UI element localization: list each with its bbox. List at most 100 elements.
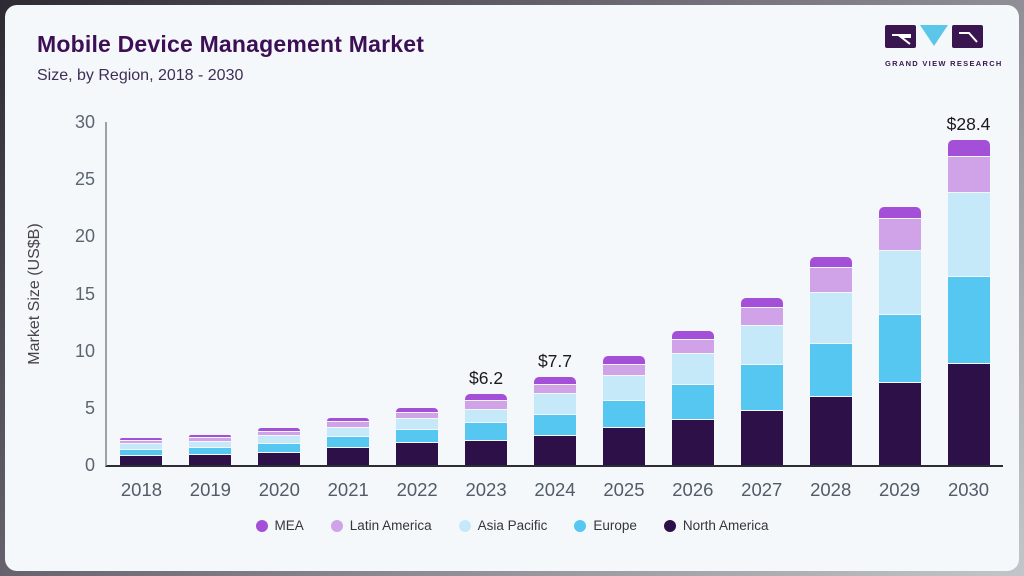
bar-segment-2023-north-america <box>465 439 508 465</box>
legend-dot-icon <box>458 519 471 532</box>
bar-segment-2028-europe <box>809 342 852 397</box>
bar-segment-2027-north-america <box>740 409 783 465</box>
legend-label: MEA <box>274 518 304 533</box>
legend-item-asia-pacific: Asia Pacific <box>458 518 548 533</box>
bar-2025 <box>602 356 645 465</box>
x-tick-2026: 2026 <box>672 479 714 500</box>
bar-series-container: 2018 2019 2020 2021 2022 $6.2 2023 $7.7 2024 2025… <box>107 114 1003 500</box>
chart-legend: MEA Latin America Asia Pacific Europe North … <box>5 518 1019 533</box>
bar-segment-2028-north-america <box>809 396 852 465</box>
bar-segment-2020-asia-pacific <box>258 435 301 444</box>
y-axis-label: Market Size (US$B) <box>26 222 43 365</box>
y-tick-20: 20 <box>74 226 95 247</box>
bar-2026 <box>671 331 714 465</box>
bar-segment-2026-latin-america <box>671 338 714 353</box>
bar-column-2028: 2028 <box>796 122 865 500</box>
bar-segment-2026-europe <box>671 384 714 420</box>
bar-column-2030: $28.4 2030 <box>934 114 1003 500</box>
bar-segment-2025-mea <box>602 356 645 364</box>
bar-segment-2030-asia-pacific <box>947 191 990 277</box>
bar-segment-2026-mea <box>671 331 714 339</box>
bar-column-2023: $6.2 2023 <box>452 122 521 500</box>
bar-segment-2020-europe <box>258 443 301 452</box>
bar-2027 <box>740 298 783 465</box>
bar-2030 <box>947 140 990 465</box>
bar-segment-2028-asia-pacific <box>809 292 852 343</box>
bar-segment-2022-europe <box>396 429 439 443</box>
bar-segment-2022-asia-pacific <box>396 418 439 429</box>
legend-label: Latin America <box>349 518 432 533</box>
bar-segment-2025-europe <box>602 400 645 428</box>
x-tick-2021: 2021 <box>327 479 369 500</box>
bar-segment-2025-asia-pacific <box>602 375 645 401</box>
bar-segment-2028-mea <box>809 256 852 268</box>
legend-label: Europe <box>593 518 637 533</box>
legend-dot-icon <box>255 519 268 532</box>
legend-item-mea: MEA <box>255 518 304 533</box>
y-tick-15: 15 <box>74 283 95 304</box>
chart-plot-area: Market Size (US$B) 0 5 10 15 20 25 30 2018 2019… <box>26 112 1003 500</box>
bar-segment-2029-north-america <box>878 381 921 465</box>
bar-segment-2020-mea <box>258 427 301 431</box>
x-tick-2028: 2028 <box>810 479 852 500</box>
bar-column-2024: $7.7 2024 <box>521 122 590 500</box>
gvr-logo-icon <box>885 25 983 48</box>
bar-value-label-2023: $6.2 <box>469 368 504 389</box>
bar-segment-2023-latin-america <box>465 399 508 409</box>
bar-2028 <box>809 256 852 465</box>
bar-segment-2022-mea <box>396 407 439 412</box>
bar-segment-2029-mea <box>878 206 921 218</box>
bar-column-2021: 2021 <box>314 122 383 500</box>
bar-2020 <box>258 427 301 465</box>
x-tick-2030: 2030 <box>947 479 990 500</box>
bar-segment-2027-mea <box>740 298 783 308</box>
legend-dot-icon <box>663 519 676 532</box>
legend-dot-icon <box>330 519 343 532</box>
bar-segment-2021-latin-america <box>327 421 370 427</box>
x-tick-2019: 2019 <box>189 479 231 500</box>
bar-segment-2020-north-america <box>258 451 301 465</box>
bar-segment-2029-latin-america <box>878 217 921 250</box>
bar-segment-2023-europe <box>465 422 508 440</box>
bar-2022 <box>396 407 439 465</box>
x-tick-2029: 2029 <box>879 479 921 500</box>
bar-segment-2024-north-america <box>533 434 576 465</box>
bar-segment-2029-europe <box>878 314 921 382</box>
bar-segment-2019-asia-pacific <box>189 441 232 448</box>
bar-segment-2018-mea <box>120 438 163 440</box>
bar-2023 <box>465 394 508 465</box>
bar-segment-2030-europe <box>947 276 990 363</box>
bar-segment-2021-north-america <box>327 447 370 465</box>
bar-value-label-2030: $28.4 <box>946 114 991 135</box>
bar-segment-2019-latin-america <box>189 437 232 441</box>
bar-column-2018: 2018 <box>107 122 176 500</box>
bar-segment-2027-latin-america <box>740 307 783 325</box>
legend-item-latin-america: Latin America <box>330 518 432 533</box>
bar-column-2020: 2020 <box>245 122 314 500</box>
x-tick-2027: 2027 <box>741 479 783 500</box>
bar-segment-2026-north-america <box>671 419 714 465</box>
bar-column-2029: 2029 <box>865 122 934 500</box>
legend-label: North America <box>682 518 769 533</box>
bar-column-2027: 2027 <box>727 122 796 500</box>
bar-2018 <box>120 438 163 465</box>
bar-segment-2018-latin-america <box>120 439 163 444</box>
bar-segment-2020-latin-america <box>258 430 301 436</box>
x-tick-2020: 2020 <box>258 479 300 500</box>
legend-dot-icon <box>574 519 587 532</box>
x-tick-2024: 2024 <box>534 479 576 500</box>
y-tick-0: 0 <box>84 455 95 475</box>
bar-segment-2021-asia-pacific <box>327 426 370 437</box>
bar-2024 <box>533 377 576 465</box>
bar-segment-2030-mea <box>947 140 990 157</box>
bar-segment-2022-north-america <box>396 442 439 465</box>
bar-segment-2029-asia-pacific <box>878 249 921 315</box>
x-tick-2022: 2022 <box>396 479 438 500</box>
legend-label: Asia Pacific <box>477 518 548 533</box>
gvr-logo-text: GRAND VIEW RESEARCH <box>885 59 1003 68</box>
bar-segment-2030-north-america <box>947 362 990 465</box>
bar-segment-2028-latin-america <box>809 267 852 293</box>
bar-2021 <box>327 417 370 465</box>
bar-segment-2023-mea <box>465 394 508 400</box>
page-title: Mobile Device Management Market <box>37 31 425 57</box>
